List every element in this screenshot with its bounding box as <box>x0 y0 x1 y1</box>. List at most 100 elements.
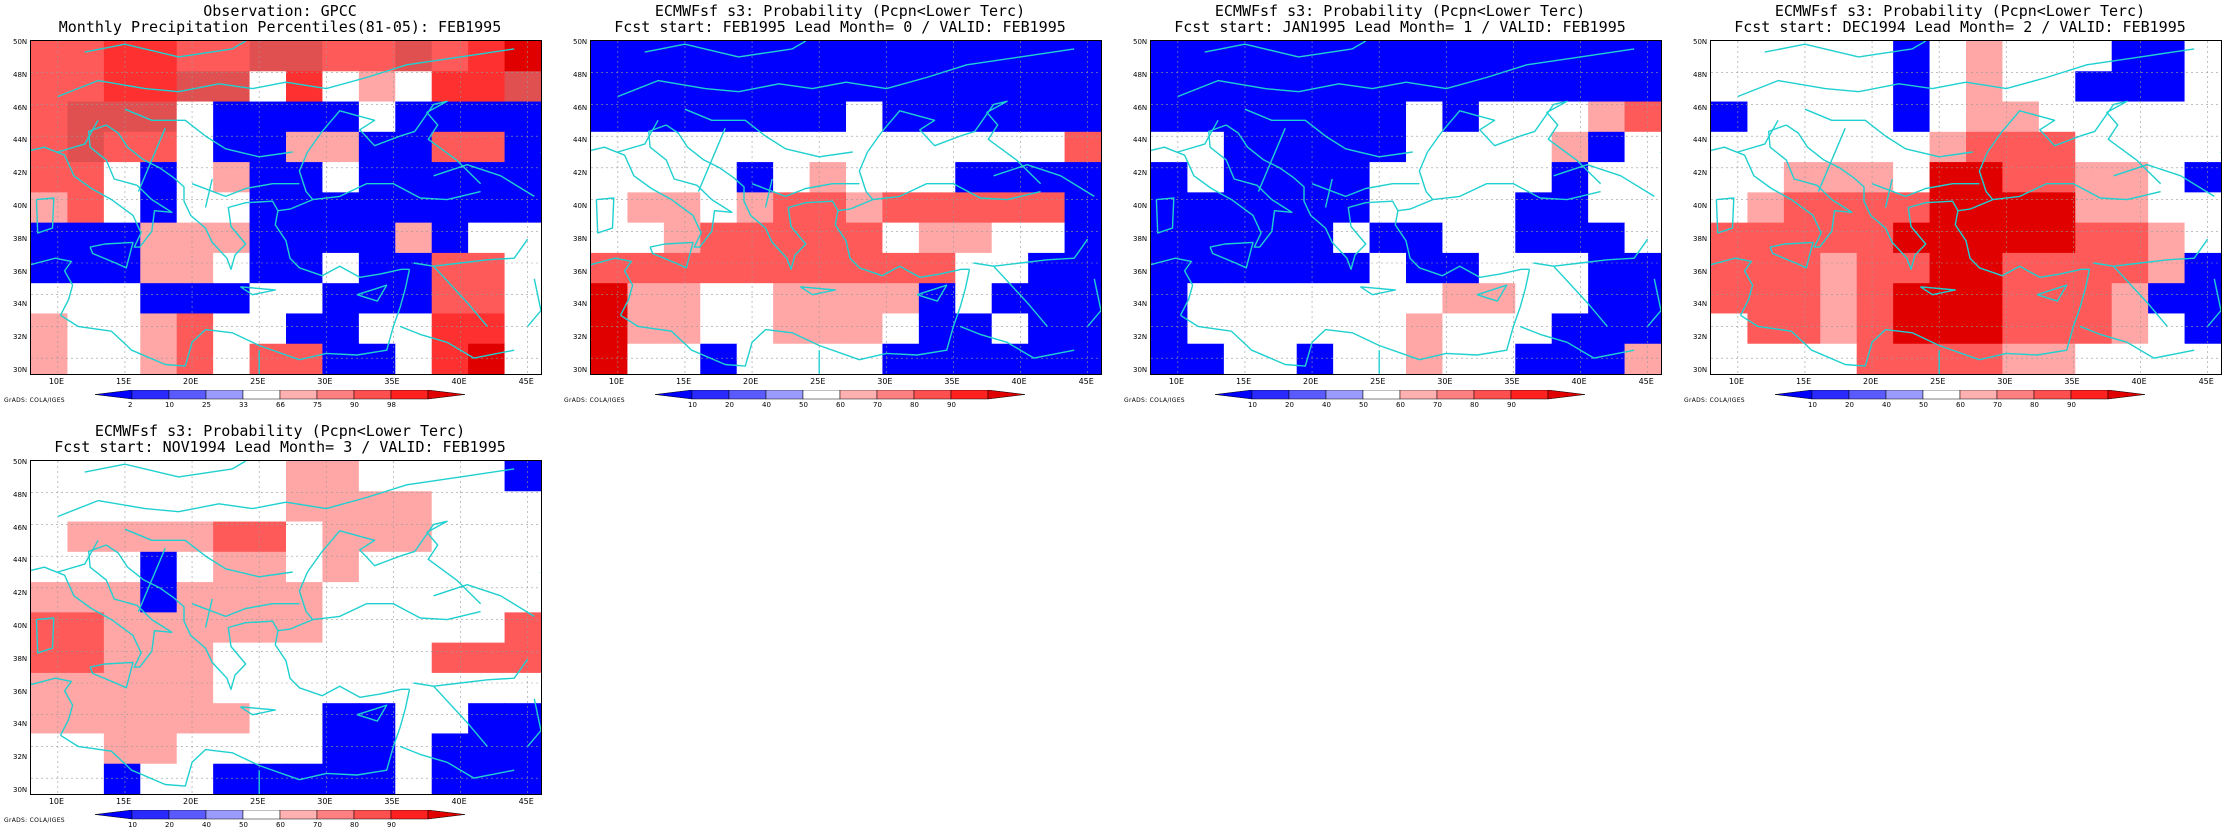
lon-tick-label: 30E <box>1437 377 1453 386</box>
coastline <box>959 325 1075 359</box>
coastline <box>644 41 807 58</box>
grid-cell <box>1711 101 1749 133</box>
coastline <box>1884 178 1893 208</box>
grid-cell <box>1296 71 1334 103</box>
grid-cell <box>1551 192 1589 224</box>
coastline <box>2079 325 2195 359</box>
grid-cell <box>504 582 541 613</box>
grid-cell <box>1711 41 1749 72</box>
grid-cell <box>504 192 541 224</box>
grid-cell <box>249 642 287 674</box>
grid-cell <box>468 642 506 674</box>
lat-tick-label: 46N <box>13 523 28 532</box>
grid-cell <box>1747 162 1785 193</box>
lon-tick-label: 15E <box>1235 377 1252 386</box>
grid-cell <box>1187 71 1225 103</box>
grid-cell <box>1893 131 1931 163</box>
grid-cell <box>773 162 811 193</box>
grid-cell <box>1747 252 1785 284</box>
grid-cell <box>1929 41 1967 72</box>
grid-cell <box>1588 283 1626 315</box>
grid-cell <box>2002 252 2040 284</box>
grid-cell <box>1515 252 1553 284</box>
grid-cell <box>431 763 469 794</box>
grid-cell <box>176 551 214 583</box>
grid-cell <box>67 763 105 794</box>
grid-cell <box>1151 41 1189 72</box>
lon-tick-label: 35E <box>1504 377 1520 386</box>
grid-cell <box>468 41 506 72</box>
lat-tick-label: 50N <box>573 38 588 46</box>
grid-cell <box>286 101 324 133</box>
grid-cell <box>663 162 701 193</box>
colorbar-swatch <box>1325 390 1364 400</box>
grid-cell <box>2184 162 2221 193</box>
grid-cell <box>1624 222 1661 254</box>
grid-cell <box>1856 283 1894 315</box>
grid-cell <box>140 703 178 735</box>
grid-cell <box>67 642 105 674</box>
grid-cell <box>1369 222 1407 254</box>
coastline <box>399 745 515 779</box>
grid-cell <box>1711 313 1749 345</box>
grid-cell <box>1515 313 1553 345</box>
grid-cell <box>1478 71 1516 103</box>
grid-cell <box>700 71 738 103</box>
colorbar-label: 33 <box>239 401 248 409</box>
grid-cell <box>2148 252 2186 284</box>
lat-tick-label: 32N <box>1133 333 1148 342</box>
grid-cell <box>213 461 251 492</box>
coastline <box>413 658 529 687</box>
grid-cell <box>1478 41 1516 72</box>
colorbar-swatch <box>131 810 170 820</box>
grid-cell <box>358 131 396 163</box>
map-panel-3: ECMWFsf s3: Probability (Pcpn<Lower Terc… <box>1120 0 1680 420</box>
grid-cell <box>1064 101 1101 133</box>
grid-cell <box>140 763 178 794</box>
colorbar-label: 60 <box>1956 401 1965 409</box>
colorbar-swatch <box>655 390 693 400</box>
grid-cell <box>395 703 433 735</box>
grid-cell <box>736 283 774 315</box>
grid-cell <box>1966 283 2004 315</box>
lat-tick-label: 48N <box>1693 70 1708 79</box>
grid-cell <box>1478 252 1516 284</box>
grid-cell <box>2075 131 2113 163</box>
grads-credit: GrADS: COLA/IGES <box>564 397 625 404</box>
lat-tick-label: 46N <box>1133 103 1148 112</box>
grid-cell <box>31 71 69 103</box>
grid-cell <box>504 71 541 103</box>
grid-cell <box>1515 343 1553 374</box>
grid-cell <box>431 612 469 644</box>
coastline <box>527 698 541 747</box>
coastline <box>1087 278 1101 327</box>
grid-cell <box>1333 131 1371 163</box>
grid-cell <box>809 313 847 345</box>
coastline <box>973 238 1089 267</box>
coastline <box>433 583 535 617</box>
grid-cell <box>2002 222 2040 254</box>
grid-cell <box>31 672 69 704</box>
grid-cell <box>2002 192 2040 224</box>
lat-tick-label: 30N <box>13 366 28 375</box>
grid-cell <box>2002 71 2040 103</box>
grid-cell <box>1478 162 1516 193</box>
grid-cell <box>846 313 884 345</box>
grid-cell <box>2075 192 2113 224</box>
grid-cell <box>286 733 324 765</box>
grid-cell <box>1893 343 1931 374</box>
grid-cell <box>846 222 884 254</box>
grid-cell <box>2184 222 2221 254</box>
grid-cell <box>2111 252 2149 284</box>
colorbar <box>655 390 1026 400</box>
grid-cell <box>140 733 178 765</box>
grid-cell <box>882 252 920 284</box>
grid-cell <box>395 343 433 374</box>
colorbar-label: 66 <box>276 401 285 409</box>
coastline <box>298 571 314 621</box>
lon-tick-label: 25E <box>250 797 266 806</box>
grid-cell <box>1296 131 1334 163</box>
grid-cell <box>431 551 469 583</box>
colorbar-swatch <box>316 810 355 820</box>
lon-tick-label: 20E <box>1303 377 1319 386</box>
